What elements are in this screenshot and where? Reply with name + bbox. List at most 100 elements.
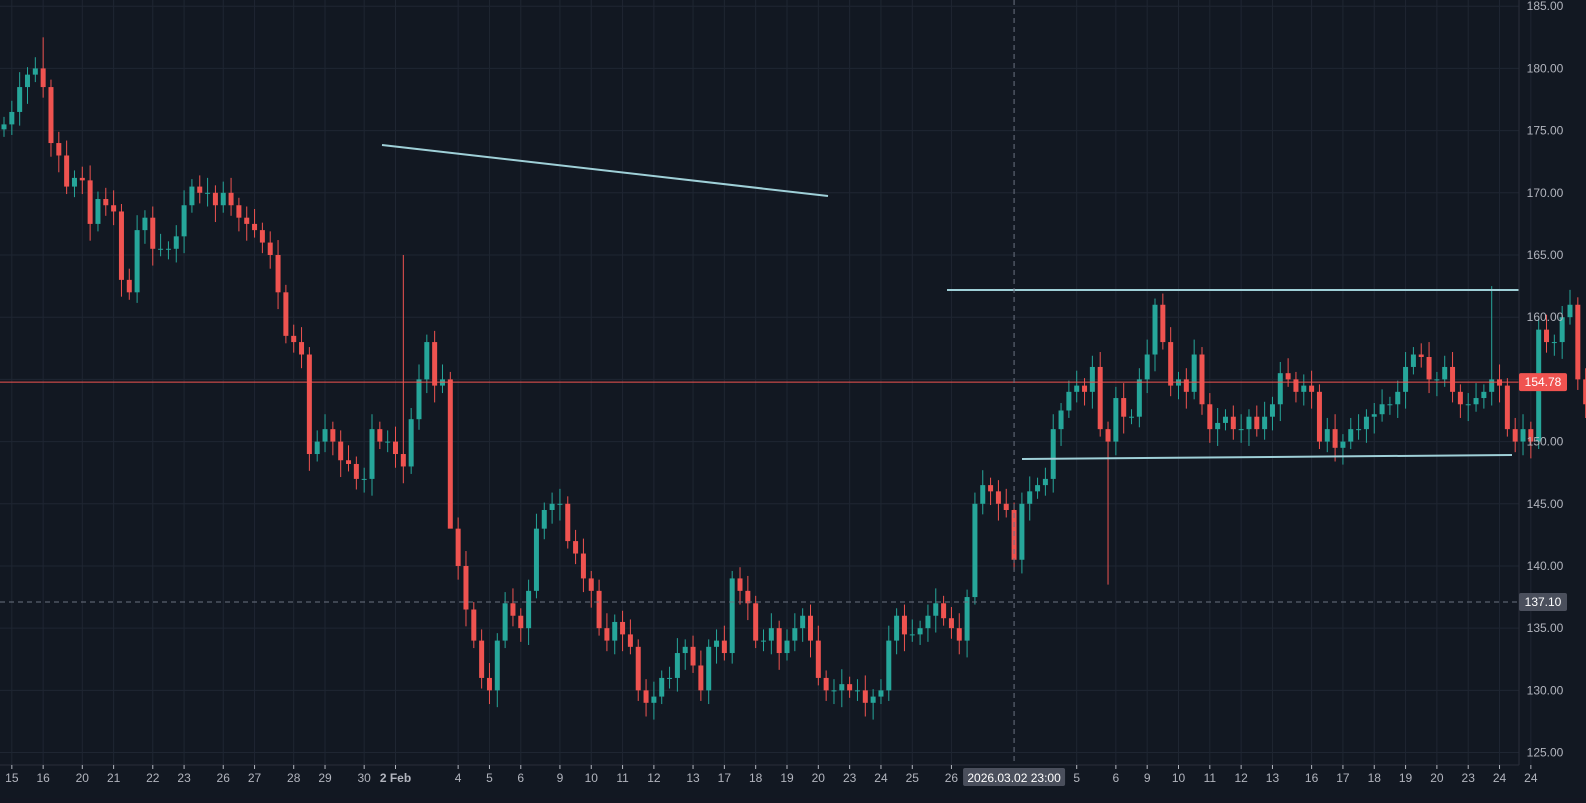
candle-body (1575, 305, 1580, 380)
candle-body (448, 379, 453, 528)
candle-body (1113, 398, 1118, 442)
crosshair-time-badge: 2026.03.02 23:00 (967, 771, 1061, 785)
candle-body (1059, 410, 1064, 429)
candle-body (1270, 404, 1275, 416)
time-tick-label: 23 (843, 771, 857, 785)
candle-body (777, 628, 782, 653)
candle-body (761, 641, 766, 642)
candle-body (839, 684, 844, 690)
candle-body (824, 678, 829, 690)
candle-body (503, 603, 508, 640)
candle-body (1215, 423, 1220, 429)
crosshair-price-badge: 137.10 (1525, 595, 1562, 609)
time-tick-label: 15 (5, 771, 19, 785)
candle-body (1552, 342, 1557, 343)
candle-body (1098, 367, 1103, 429)
candle-body (385, 442, 390, 443)
time-tick-label: 12 (1234, 771, 1248, 785)
candle-body (800, 616, 805, 628)
candle-body (651, 697, 656, 703)
candle-body (949, 618, 954, 628)
candle-body (48, 87, 53, 143)
candle-body (25, 75, 30, 87)
time-tick-label: 17 (1336, 771, 1350, 785)
candle-body (182, 205, 187, 236)
candle-body (573, 541, 578, 553)
candle-body (745, 591, 750, 603)
candle-body (1035, 485, 1040, 491)
candle-body (401, 454, 406, 466)
candle-body (1356, 429, 1361, 430)
candle-body (1317, 392, 1322, 442)
candle-body (604, 628, 609, 640)
candle-body (41, 68, 46, 87)
candle-body (785, 641, 790, 653)
time-tick-label: 27 (248, 771, 262, 785)
time-tick-label: 5 (486, 771, 493, 785)
candle-body (471, 610, 476, 641)
candle-body (189, 187, 194, 206)
time-tick-label: 4 (455, 771, 462, 785)
candle-body (1419, 355, 1424, 357)
candle-body (589, 578, 594, 590)
time-tick-label: 5 (1073, 771, 1080, 785)
candle-body (354, 464, 359, 479)
candle-body (291, 336, 296, 342)
candle-body (260, 230, 265, 242)
candle-body (518, 616, 523, 628)
candle-body (88, 180, 93, 224)
candle-body (1466, 404, 1471, 405)
candle-body (229, 193, 234, 205)
candle-body (479, 641, 484, 678)
time-tick-label: 24 (1493, 771, 1507, 785)
candle-body (135, 230, 140, 292)
candle-body (1364, 417, 1369, 429)
time-tick-label: 30 (358, 771, 372, 785)
time-tick-label: 17 (718, 771, 732, 785)
candle-body (150, 218, 155, 249)
candle-body (1082, 386, 1087, 392)
time-tick-label: 20 (76, 771, 90, 785)
candle-body (667, 678, 672, 679)
time-tick-label: 19 (1399, 771, 1413, 785)
current-price-badge: 154.78 (1525, 375, 1562, 389)
candle-body (205, 193, 210, 194)
candle-body (1239, 429, 1244, 430)
candle-body (1427, 357, 1432, 379)
candle-body (675, 653, 680, 678)
candle-body (1184, 379, 1189, 391)
candle-body (393, 442, 398, 454)
candle-body (424, 342, 429, 379)
candle-body (1325, 429, 1330, 441)
candle-body (988, 485, 993, 491)
candle-body (1168, 342, 1173, 386)
candle-body (1207, 404, 1212, 429)
candle-body (2, 124, 7, 129)
candle-body (72, 178, 77, 187)
candle-body (252, 224, 257, 230)
candle-body (550, 504, 555, 510)
candle-body (526, 591, 531, 628)
candle-body (871, 697, 876, 703)
candle-body (659, 678, 664, 697)
candle-body (1278, 373, 1283, 404)
candle-body (1262, 417, 1267, 429)
candle-body (1153, 305, 1158, 355)
time-tick-label: 9 (557, 771, 564, 785)
candle-body (1450, 367, 1455, 392)
candle-body (1521, 429, 1526, 441)
candle-body (1301, 386, 1306, 392)
candle-body (1458, 392, 1463, 404)
candle-body (463, 566, 468, 610)
candle-body (166, 249, 171, 250)
candle-body (268, 243, 273, 255)
candle-body (9, 112, 14, 124)
candle-body (1403, 367, 1408, 392)
candle-body (808, 616, 813, 641)
candle-body (1489, 379, 1494, 391)
candle-body (1106, 429, 1111, 441)
candle-body (1411, 355, 1416, 367)
